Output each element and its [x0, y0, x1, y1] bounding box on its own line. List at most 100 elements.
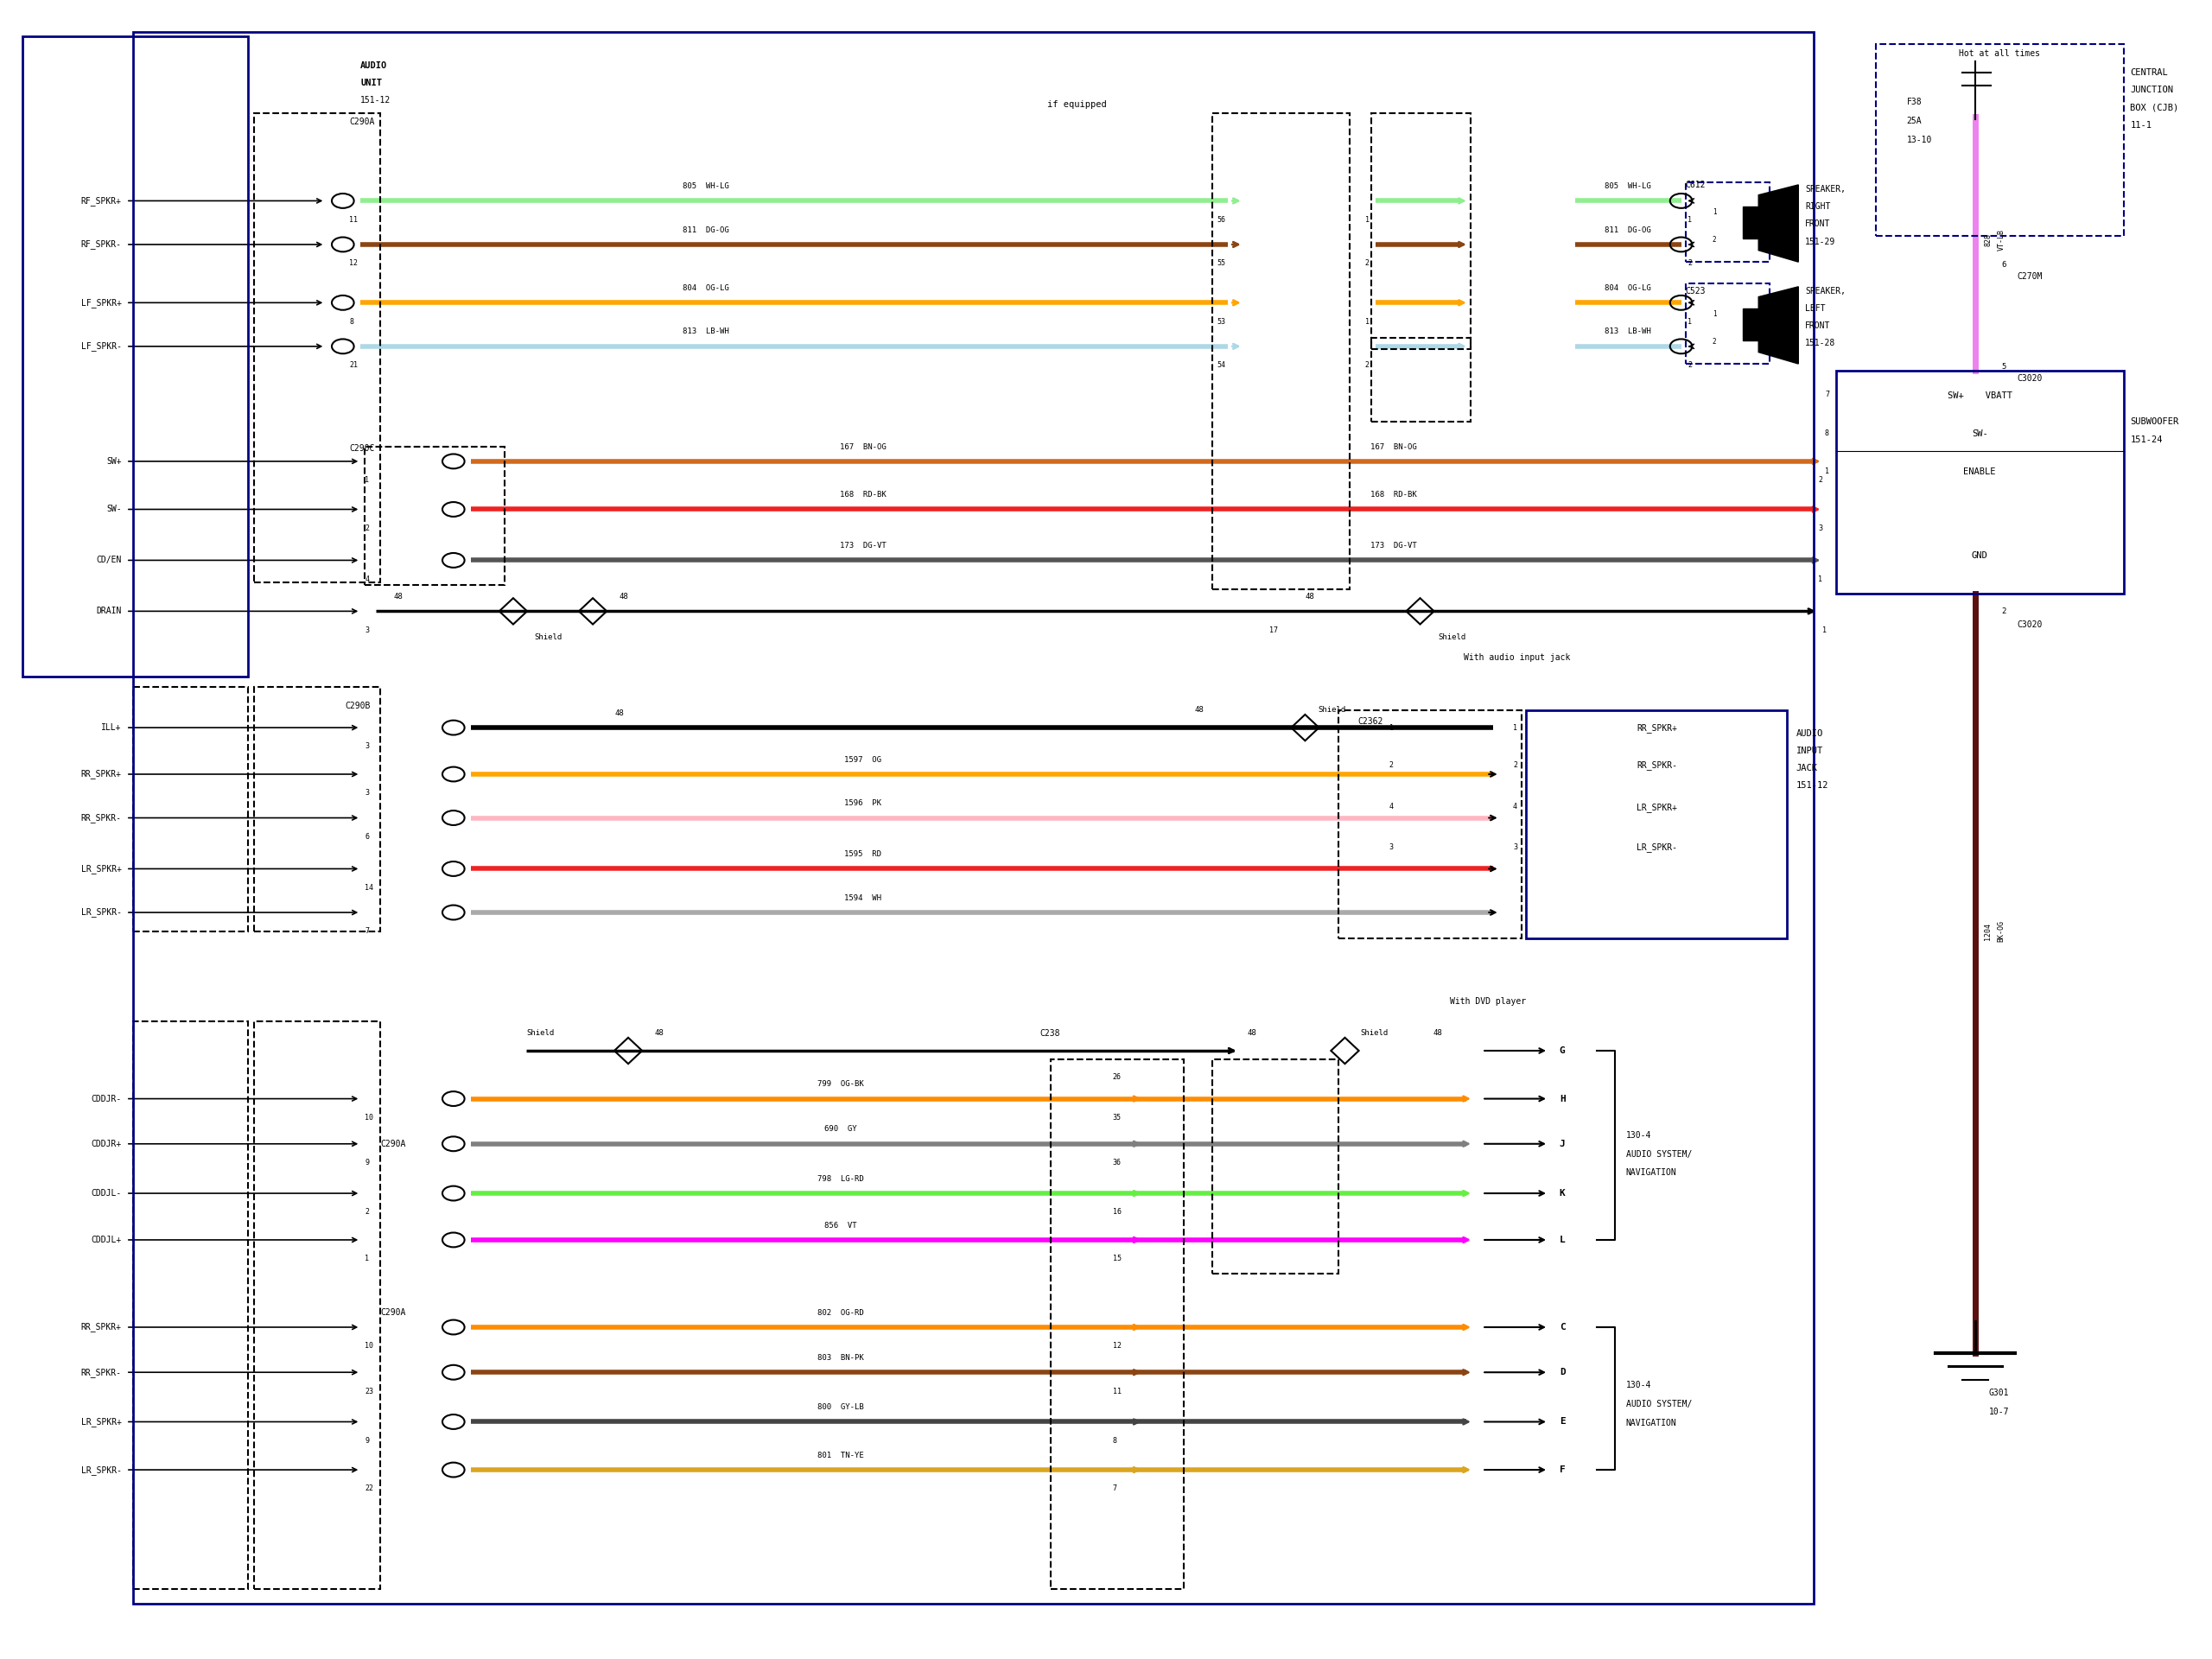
Text: C270M: C270M: [2017, 272, 2042, 280]
Text: With DVD player: With DVD player: [1451, 997, 1526, 1005]
Text: 3: 3: [1818, 524, 1823, 533]
Text: G: G: [1559, 1047, 1566, 1055]
Text: 2: 2: [365, 1208, 369, 1216]
Text: 1: 1: [1688, 319, 1692, 325]
Text: 23: 23: [365, 1387, 374, 1395]
Text: INPUT: INPUT: [1796, 747, 1823, 755]
Text: if equipped: if equipped: [1048, 101, 1106, 109]
Text: 10: 10: [365, 1342, 374, 1350]
Bar: [1051, 1060, 1183, 1589]
Text: GND: GND: [1971, 551, 1989, 561]
Bar: [1526, 710, 1787, 939]
Text: 54: 54: [1217, 362, 1225, 370]
Text: AUDIO SYSTEM/: AUDIO SYSTEM/: [1626, 1150, 1692, 1158]
Text: 801  TN-YE: 801 TN-YE: [818, 1452, 863, 1460]
Text: 48: 48: [1305, 592, 1314, 601]
Text: 22: 22: [365, 1485, 374, 1493]
Text: C290A: C290A: [349, 118, 374, 126]
Text: CENTRAL: CENTRAL: [2130, 68, 2168, 76]
Text: NAVIGATION: NAVIGATION: [1626, 1418, 1677, 1427]
Text: J: J: [1559, 1140, 1566, 1148]
Bar: [254, 113, 380, 582]
Text: UNIT: UNIT: [361, 78, 383, 88]
Bar: [1212, 1060, 1338, 1274]
Text: 48: 48: [394, 592, 403, 601]
Text: G301: G301: [1989, 1389, 2008, 1397]
Text: 8: 8: [1113, 1437, 1117, 1445]
Text: 2: 2: [1688, 259, 1692, 267]
Text: FRONT: FRONT: [1805, 322, 1829, 330]
Text: C523: C523: [1686, 287, 1705, 295]
Text: 11: 11: [349, 216, 358, 224]
Text: 35: 35: [1113, 1113, 1121, 1121]
Text: Shield: Shield: [1360, 1029, 1389, 1037]
Text: 828: 828: [1984, 234, 1993, 247]
Text: 48: 48: [655, 1029, 664, 1037]
Text: C3020: C3020: [2017, 373, 2042, 383]
Text: 2: 2: [1712, 338, 1717, 345]
Text: 25A: 25A: [1907, 116, 1922, 124]
Text: 2: 2: [1712, 236, 1717, 244]
Text: 17: 17: [1270, 625, 1279, 634]
Text: 1596  PK: 1596 PK: [845, 800, 880, 808]
Text: 1: 1: [365, 1254, 369, 1262]
Text: 11-1: 11-1: [2130, 121, 2152, 129]
Text: 3: 3: [365, 743, 369, 750]
Text: 11: 11: [1113, 1387, 1121, 1395]
Text: 800  GY-LB: 800 GY-LB: [818, 1404, 863, 1412]
Text: 690  GY: 690 GY: [825, 1125, 856, 1133]
Text: 53: 53: [1217, 319, 1225, 325]
Text: C612: C612: [1686, 181, 1705, 189]
Bar: [1876, 43, 2124, 236]
Text: 1: 1: [1818, 576, 1823, 582]
Text: 1595  RD: 1595 RD: [845, 851, 880, 858]
Text: 15: 15: [1113, 1254, 1121, 1262]
Text: RR_SPKR+: RR_SPKR+: [82, 770, 122, 780]
Text: LR_SPKR+: LR_SPKR+: [82, 864, 122, 874]
Text: RIGHT: RIGHT: [1805, 202, 1829, 211]
Bar: [1686, 182, 1770, 262]
Text: C2362: C2362: [1358, 717, 1382, 727]
Text: JACK: JACK: [1796, 765, 1818, 773]
Text: 813  LB-WH: 813 LB-WH: [1606, 328, 1650, 335]
Text: 2: 2: [1688, 362, 1692, 370]
Text: 1: 1: [1712, 310, 1717, 319]
Text: 167  BN-OG: 167 BN-OG: [841, 443, 885, 451]
Text: 7: 7: [1825, 390, 1829, 398]
Text: AUDIO SYSTEM/: AUDIO SYSTEM/: [1626, 1400, 1692, 1408]
Text: 2: 2: [2002, 607, 2006, 615]
Text: 12: 12: [1113, 1342, 1121, 1350]
Text: ILL+: ILL+: [102, 723, 122, 732]
Text: C3020: C3020: [2017, 620, 2042, 629]
Text: 799  OG-BK: 799 OG-BK: [818, 1080, 863, 1088]
Text: 8: 8: [1825, 430, 1829, 438]
Text: AUDIO: AUDIO: [1796, 730, 1823, 738]
Text: CDDJL+: CDDJL+: [91, 1236, 122, 1244]
Polygon shape: [1759, 287, 1798, 363]
Text: 1: 1: [1825, 468, 1829, 476]
Text: K: K: [1559, 1190, 1566, 1198]
Text: 56: 56: [1217, 216, 1225, 224]
Text: 811  DG-OG: 811 DG-OG: [684, 226, 728, 234]
Bar: [1836, 372, 2124, 594]
Text: 1: 1: [1688, 216, 1692, 224]
Text: Shield: Shield: [535, 634, 562, 642]
Text: 5: 5: [2002, 363, 2006, 370]
Text: SW+: SW+: [106, 456, 122, 466]
Polygon shape: [1743, 207, 1761, 239]
Text: 167  BN-OG: 167 BN-OG: [1371, 443, 1416, 451]
Text: CDDJL-: CDDJL-: [91, 1190, 122, 1198]
Text: SUBWOOFER: SUBWOOFER: [2130, 418, 2179, 426]
Text: 13-10: 13-10: [1907, 136, 1931, 144]
Text: LR_SPKR-: LR_SPKR-: [82, 1465, 122, 1475]
Polygon shape: [1759, 184, 1798, 262]
Text: H: H: [1559, 1095, 1566, 1103]
Text: 10-7: 10-7: [1989, 1407, 2008, 1415]
Text: 813  LB-WH: 813 LB-WH: [684, 328, 728, 335]
Text: Shield: Shield: [1438, 634, 1467, 642]
Text: 2: 2: [1389, 761, 1394, 770]
Text: 3: 3: [365, 625, 369, 634]
Bar: [1338, 710, 1522, 939]
Text: 151-28: 151-28: [1805, 338, 1836, 348]
Text: CD/EN: CD/EN: [97, 556, 122, 564]
